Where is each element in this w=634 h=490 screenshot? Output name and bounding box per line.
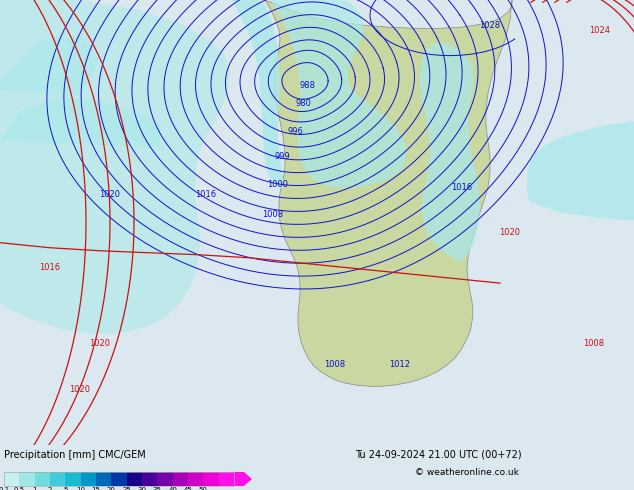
Bar [4,472,234,486]
Bar [65,472,81,486]
Polygon shape [0,96,160,147]
Polygon shape [0,35,100,96]
Text: 15: 15 [91,487,100,490]
Polygon shape [265,0,512,386]
Text: 25: 25 [122,487,131,490]
Bar [96,472,112,486]
Bar [188,472,204,486]
Text: 40: 40 [168,487,177,490]
Bar [219,472,234,486]
Bar [50,472,65,486]
Bar [112,472,127,486]
Bar [81,472,96,486]
Text: 1012: 1012 [389,360,410,368]
Text: 1016: 1016 [39,264,61,272]
Text: 0.1: 0.1 [0,487,10,490]
Polygon shape [527,122,634,220]
Text: 45: 45 [184,487,192,490]
Bar [19,472,35,486]
Text: 1020: 1020 [500,228,521,237]
Text: 1016: 1016 [451,183,472,192]
Text: 999: 999 [274,152,290,161]
Text: 1020: 1020 [70,385,91,394]
Bar [4,472,19,486]
FancyArrow shape [234,472,252,486]
Text: 30: 30 [138,487,146,490]
Text: 5: 5 [63,487,67,490]
Polygon shape [0,0,230,334]
Text: 1008: 1008 [325,360,346,368]
Text: Tu 24-09-2024 21.00 UTC (00+72): Tu 24-09-2024 21.00 UTC (00+72) [355,450,522,460]
Text: 1020: 1020 [100,190,120,198]
Text: 35: 35 [153,487,162,490]
Text: 0.5: 0.5 [14,487,25,490]
Text: 1028: 1028 [479,21,501,30]
Text: 980: 980 [295,98,311,108]
Bar [204,472,219,486]
Text: 10: 10 [76,487,85,490]
Text: 50: 50 [199,487,208,490]
Text: 1008: 1008 [583,339,605,348]
Text: © weatheronline.co.uk: © weatheronline.co.uk [415,468,519,477]
Bar [35,472,50,486]
Text: 1000: 1000 [268,179,288,189]
Bar [127,472,142,486]
Polygon shape [270,0,406,188]
Bar [172,472,188,486]
Text: 1024: 1024 [590,26,611,35]
Text: 988: 988 [300,81,316,91]
Bar [157,472,172,486]
Text: 1016: 1016 [195,190,216,198]
Text: 2: 2 [48,487,52,490]
Text: 996: 996 [287,127,303,136]
Text: Precipitation [mm] CMC/GEM: Precipitation [mm] CMC/GEM [4,450,146,460]
Text: 1008: 1008 [262,210,283,219]
Bar [142,472,157,486]
Polygon shape [420,43,480,263]
Text: 20: 20 [107,487,116,490]
Text: 1020: 1020 [89,339,110,348]
Text: 1: 1 [32,487,37,490]
Polygon shape [232,0,283,189]
